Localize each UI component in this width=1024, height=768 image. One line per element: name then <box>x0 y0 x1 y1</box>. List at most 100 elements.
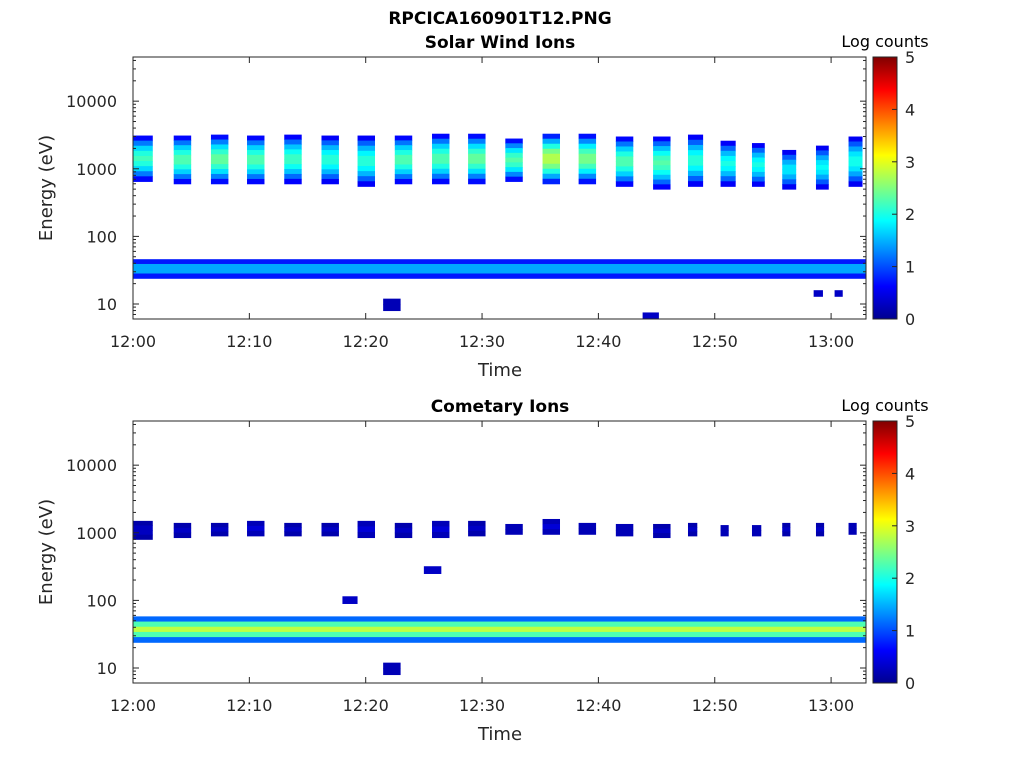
heatmap-bin <box>133 616 866 623</box>
heatmap-cell <box>720 525 729 537</box>
x-tick-label: 12:20 <box>343 696 389 715</box>
heatmap-bin <box>751 525 762 531</box>
heatmap-bin <box>173 159 192 165</box>
heatmap-bin <box>357 176 376 182</box>
colorbar <box>872 56 898 320</box>
heatmap-bin <box>815 155 829 161</box>
x-axis-label: Time <box>477 360 522 381</box>
x-tick-label: 13:00 <box>808 696 854 715</box>
heatmap-bin <box>321 174 339 180</box>
heatmap-cell <box>284 522 302 537</box>
y-tick-label: 100 <box>86 227 117 246</box>
heatmap-bin <box>210 522 229 528</box>
heatmap-bin <box>133 259 866 265</box>
heatmap-bin <box>751 157 765 163</box>
heatmap-bin <box>578 173 597 180</box>
heatmap-cell <box>848 136 863 187</box>
heatmap-bin <box>815 522 825 528</box>
heatmap-bin <box>720 155 736 162</box>
heatmap-bin <box>321 145 339 151</box>
heatmap-bin <box>542 518 561 525</box>
heatmap-cell <box>383 298 401 312</box>
heatmap-bin <box>782 159 797 166</box>
heatmap-bin <box>210 527 229 533</box>
heatmap-bin <box>321 527 339 533</box>
heatmap-bin <box>321 164 339 170</box>
heatmap-bin <box>432 143 450 150</box>
heatmap-bin <box>423 566 442 574</box>
heatmap-bin <box>468 520 486 527</box>
heatmap-bin <box>394 169 413 175</box>
heatmap-bin <box>394 522 413 529</box>
colorbar-tick-label: 2 <box>905 205 915 224</box>
heatmap-bin <box>751 181 765 187</box>
heatmap-bin <box>653 136 671 142</box>
heatmap-bin <box>432 178 450 185</box>
heatmap-bin <box>383 298 401 306</box>
heatmap-bin <box>210 164 229 170</box>
heatmap-bin <box>210 159 229 165</box>
heatmap-cell <box>815 145 829 190</box>
heatmap-bin <box>578 168 597 175</box>
heatmap-cell <box>505 138 523 182</box>
heatmap-bin <box>321 169 339 175</box>
heatmap-bin <box>173 145 192 151</box>
heatmap-bin <box>505 523 523 530</box>
heatmap-bin <box>468 525 486 532</box>
heatmap-bin <box>133 530 153 536</box>
heatmap-cell <box>284 134 302 185</box>
heatmap-bin <box>815 527 825 533</box>
heatmap-bin <box>133 534 153 540</box>
heatmap-bin <box>687 175 704 182</box>
heatmap-bin <box>432 526 450 533</box>
heatmap-bin <box>284 531 302 537</box>
heatmap-bin <box>357 145 376 152</box>
heatmap-bin <box>284 149 302 155</box>
heatmap-bin <box>432 163 450 170</box>
heatmap-bin <box>848 166 863 172</box>
heatmap-bin <box>782 164 797 171</box>
heatmap-bin <box>815 184 829 190</box>
heatmap-bin <box>687 527 698 533</box>
heatmap-bin <box>247 159 265 165</box>
heatmap-cell <box>357 135 376 187</box>
heatmap-bin <box>653 150 671 157</box>
heatmap-cell <box>383 662 401 676</box>
heatmap-bin <box>210 173 229 180</box>
heatmap-bin <box>653 174 671 181</box>
heatmap-bin <box>133 150 153 157</box>
heatmap-bin <box>284 134 302 141</box>
heatmap-bin <box>284 144 302 150</box>
heatmap-bin <box>284 169 302 175</box>
heatmap-bin <box>815 179 829 185</box>
heatmap-cell <box>210 522 229 537</box>
heatmap-bin <box>468 158 486 165</box>
y-ticks: 10 100 1000 10000 <box>66 423 866 684</box>
colorbar-ticks: 0 1 2 3 4 5 <box>892 48 915 329</box>
heatmap-bin <box>247 140 265 146</box>
heatmap-bin <box>133 171 153 177</box>
heatmap-bin <box>782 149 797 156</box>
colorbar-tick-label: 4 <box>905 464 915 483</box>
heatmap-cell <box>615 523 634 537</box>
heatmap-bin <box>578 153 597 160</box>
heatmap-bin <box>321 159 339 165</box>
heatmap-bin <box>357 181 376 187</box>
heatmap-bin <box>173 140 192 146</box>
heatmap-bin <box>357 166 376 172</box>
heatmap-bin <box>834 290 843 297</box>
heatmap-bin <box>321 154 339 161</box>
heatmap-bin <box>542 524 561 530</box>
heatmap-bin <box>173 169 192 175</box>
heatmap-bin <box>468 153 486 160</box>
heatmap-bin <box>542 178 561 185</box>
heatmap-bin <box>394 154 413 161</box>
heatmap-bin <box>542 168 561 175</box>
panel-title: Solar Wind Ions <box>425 33 576 53</box>
heatmap-bin <box>468 133 486 140</box>
heatmap-bin <box>687 150 704 156</box>
heatmap-bin <box>210 134 229 141</box>
heatmap-bin <box>653 146 671 152</box>
heatmap-bin <box>342 596 358 604</box>
heatmap-bin <box>505 152 523 159</box>
